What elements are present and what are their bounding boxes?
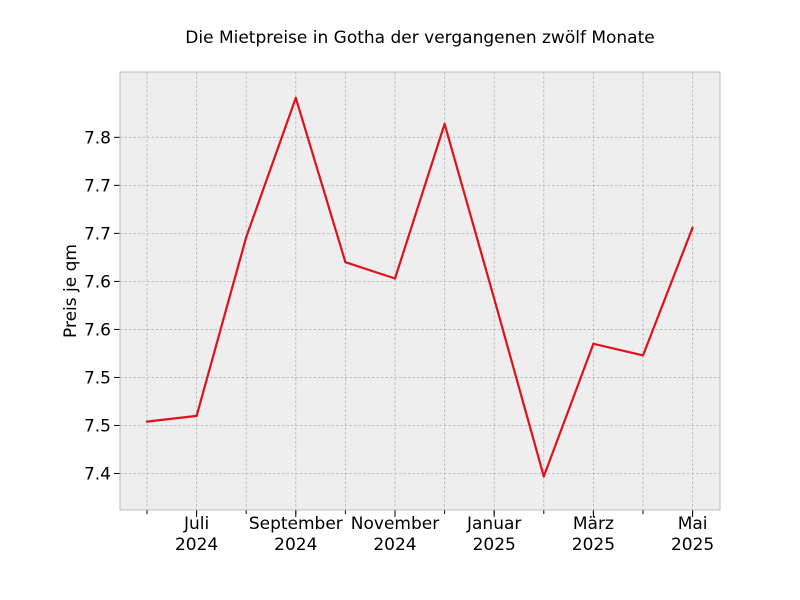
data-point	[145, 420, 149, 423]
x-tick-label-month: November	[351, 514, 439, 534]
x-tick-label-month: Mai	[678, 514, 708, 534]
gridlines	[120, 72, 720, 510]
plot-area	[120, 72, 720, 510]
y-tick-label: 7.7	[84, 176, 111, 196]
data-points	[145, 96, 694, 478]
x-tick-label-month: Januar	[466, 514, 521, 534]
data-point	[641, 354, 645, 357]
data-point	[195, 414, 198, 417]
y-axis: 7.4 7.5 7.5 7.6 7.6 7.7 7.7 7.8	[84, 128, 120, 485]
x-tick-label-year: 2025	[473, 535, 516, 555]
y-tick-label: 7.7	[84, 224, 111, 244]
x-tick-label-month: März	[573, 514, 614, 534]
x-tick-label-year: 2024	[373, 535, 416, 555]
y-tick-label: 7.6	[84, 320, 111, 340]
y-tick-label: 7.5	[84, 368, 111, 388]
data-point	[542, 475, 545, 478]
x-tick-label-year: 2024	[175, 535, 218, 555]
y-tick-label: 7.5	[84, 416, 111, 436]
x-tick-label-year: 2025	[671, 535, 714, 555]
data-point	[443, 122, 446, 125]
series-line	[146, 96, 694, 478]
x-tick-label-month: September	[249, 514, 343, 534]
data-point	[294, 96, 297, 99]
data-point	[344, 261, 347, 264]
data-point	[493, 297, 496, 300]
data-point	[245, 236, 248, 239]
y-axis-label: Preis je qm	[61, 244, 81, 338]
data-point	[393, 277, 397, 280]
data-point	[592, 342, 595, 345]
x-axis: Juli2024September2024November2024Januar2…	[146, 510, 714, 555]
plot-frame	[119, 71, 721, 511]
y-tick-label: 7.6	[84, 272, 111, 292]
x-tick-label-year: 2024	[274, 535, 317, 555]
chart-title: Die Mietpreise in Gotha der vergangenen …	[185, 28, 654, 48]
x-tick-label-year: 2025	[572, 535, 615, 555]
y-tick-label: 7.4	[84, 465, 111, 485]
y-tick-label: 7.8	[84, 128, 111, 148]
data-point	[691, 226, 694, 229]
x-tick-label-month: Juli	[183, 514, 209, 534]
